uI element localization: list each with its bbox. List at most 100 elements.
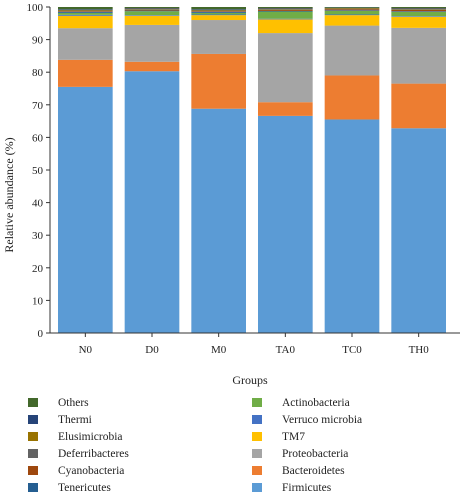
bar-segment-th0-cyanobacteria bbox=[391, 9, 446, 12]
bar-segment-th0-thermi bbox=[391, 7, 446, 9]
y-tick-label: 20 bbox=[32, 263, 44, 275]
legend-label-firmicutes: Firmicutes bbox=[282, 482, 332, 494]
y-tick-label: 80 bbox=[32, 67, 44, 79]
bar-segment-n0-actinobacteria bbox=[58, 12, 113, 15]
y-tick-label: 30 bbox=[32, 230, 44, 242]
bar-segment-ta0-verruco-microbia bbox=[258, 18, 313, 20]
bar-segment-ta0-actinobacteria bbox=[258, 11, 313, 19]
bar-segment-m0-actinobacteria bbox=[191, 12, 246, 15]
bar-segment-d0-others bbox=[124, 7, 180, 8]
legend-item-verruco-microbia: Verruco microbia bbox=[252, 414, 362, 426]
x-tick-label-tc0: TC0 bbox=[342, 344, 362, 356]
bar-segment-th0-others bbox=[391, 7, 446, 8]
bar-segment-tc0-verruco-microbia bbox=[324, 14, 380, 16]
bar-segment-m0-verruco-microbia bbox=[191, 14, 246, 16]
legend-label-others: Others bbox=[58, 397, 89, 409]
legend-swatch-bacteroidetes bbox=[252, 466, 262, 475]
bar-segment-n0-bacteroidetes bbox=[58, 59, 113, 87]
bar-segment-n0-others bbox=[58, 7, 113, 10]
y-tick-label: 40 bbox=[32, 198, 44, 210]
legend-item-actinobacteria: Actinobacteria bbox=[252, 397, 350, 409]
legend-item-deferribacteres: Deferribacteres bbox=[28, 448, 129, 460]
bar-segment-d0-deferribacteres bbox=[124, 9, 180, 10]
bar-segment-d0-elusimicrobia bbox=[124, 8, 180, 10]
bar-segment-th0-verruco-microbia bbox=[391, 16, 446, 17]
legend-swatch-cyanobacteria bbox=[28, 466, 38, 475]
legend-item-tm7: TM7 bbox=[252, 431, 305, 443]
bar-segment-m0-firmicutes bbox=[191, 108, 246, 333]
bar-segment-tc0-cyanobacteria bbox=[324, 9, 380, 11]
bar-segment-ta0-firmicutes bbox=[258, 115, 313, 333]
bar-segment-d0-tenericutes bbox=[124, 10, 180, 12]
bar-segment-m0-cyanobacteria bbox=[191, 11, 246, 12]
legend-swatch-tm7 bbox=[252, 432, 262, 441]
bar-segment-tc0-elusimicrobia bbox=[324, 7, 380, 9]
y-tick-label: 10 bbox=[32, 295, 44, 307]
legend-label-thermi: Thermi bbox=[58, 414, 92, 426]
legend-item-thermi: Thermi bbox=[28, 414, 92, 426]
x-tick-label-ta0: TA0 bbox=[276, 344, 296, 356]
y-tick-label: 60 bbox=[32, 132, 44, 144]
legend-item-others: Others bbox=[28, 397, 89, 409]
bar-segment-m0-deferribacteres bbox=[191, 10, 246, 12]
bar-segment-th0-tenericutes bbox=[391, 11, 446, 12]
y-tick-label: 50 bbox=[32, 165, 44, 177]
x-tick-label-th0: TH0 bbox=[409, 344, 430, 356]
bar-segment-ta0-deferribacteres bbox=[258, 9, 313, 10]
bar-segment-m0-elusimicrobia bbox=[191, 9, 246, 11]
bar-segment-th0-tm7 bbox=[391, 16, 446, 28]
legend-swatch-actinobacteria bbox=[252, 398, 262, 407]
legend-label-bacteroidetes: Bacteroidetes bbox=[282, 465, 345, 477]
bar-segment-m0-tenericutes bbox=[191, 11, 246, 13]
bar-segment-n0-tm7 bbox=[58, 15, 113, 29]
bar-segment-m0-tm7 bbox=[191, 15, 246, 21]
legend-label-cyanobacteria: Cyanobacteria bbox=[58, 465, 124, 477]
legend-swatch-firmicutes bbox=[252, 483, 262, 492]
bar-segment-tc0-deferribacteres bbox=[324, 8, 380, 10]
bar-segment-d0-proteobacteria bbox=[124, 24, 180, 62]
bar-segment-th0-actinobacteria bbox=[391, 11, 446, 17]
legend-label-tm7: TM7 bbox=[282, 431, 305, 443]
legend-item-proteobacteria: Proteobacteria bbox=[252, 448, 348, 460]
legend-item-tenericutes: Tenericutes bbox=[28, 482, 111, 494]
legend-swatch-thermi bbox=[28, 415, 38, 424]
legend: Others Actinobacteria Thermi Verruco microb… bbox=[28, 397, 362, 494]
y-tick-label: 90 bbox=[32, 35, 44, 47]
legend-label-actinobacteria: Actinobacteria bbox=[282, 397, 350, 409]
bar-segment-tc0-actinobacteria bbox=[324, 10, 380, 15]
bar-segment-m0-others bbox=[191, 7, 246, 10]
legend-swatch-tenericutes bbox=[28, 483, 38, 492]
bar-segment-d0-thermi bbox=[124, 7, 180, 9]
x-tick-label-n0: N0 bbox=[79, 344, 93, 356]
y-tick-label: 0 bbox=[38, 328, 44, 340]
bar-segment-d0-bacteroidetes bbox=[124, 61, 180, 72]
bar-segment-tc0-proteobacteria bbox=[324, 25, 380, 76]
legend-item-firmicutes: Firmicutes bbox=[252, 482, 332, 494]
bar-segment-n0-deferribacteres bbox=[58, 10, 113, 12]
legend-item-elusimicrobia: Elusimicrobia bbox=[28, 431, 123, 443]
bar-segment-ta0-proteobacteria bbox=[258, 33, 313, 103]
legend-label-tenericutes: Tenericutes bbox=[58, 482, 111, 494]
legend-swatch-verruco-microbia bbox=[252, 415, 262, 424]
y-tick-label: 100 bbox=[27, 2, 44, 14]
bar-segment-d0-actinobacteria bbox=[124, 11, 180, 16]
bar-segment-th0-elusimicrobia bbox=[391, 8, 446, 10]
bar-segment-d0-verruco-microbia bbox=[124, 15, 180, 16]
bar-segment-n0-thermi bbox=[58, 9, 113, 10]
x-tick-label-m0: M0 bbox=[211, 344, 227, 356]
bar-segment-ta0-cyanobacteria bbox=[258, 9, 313, 11]
legend-swatch-deferribacteres bbox=[28, 449, 38, 458]
bar-segment-n0-proteobacteria bbox=[58, 28, 113, 60]
y-axis-title: Relative abundance (%) bbox=[2, 137, 16, 252]
bar-segment-n0-firmicutes bbox=[58, 86, 113, 334]
y-tick-label: 70 bbox=[32, 100, 44, 112]
bar-segment-th0-bacteroidetes bbox=[391, 83, 446, 129]
bar-segment-th0-firmicutes bbox=[391, 128, 446, 333]
bar-segment-ta0-elusimicrobia bbox=[258, 8, 313, 10]
legend-label-elusimicrobia: Elusimicrobia bbox=[58, 431, 123, 443]
legend-label-verruco-microbia: Verruco microbia bbox=[282, 414, 362, 426]
bar-segment-ta0-thermi bbox=[258, 7, 313, 9]
legend-swatch-others bbox=[28, 398, 38, 407]
bar-segment-m0-bacteroidetes bbox=[191, 53, 246, 109]
